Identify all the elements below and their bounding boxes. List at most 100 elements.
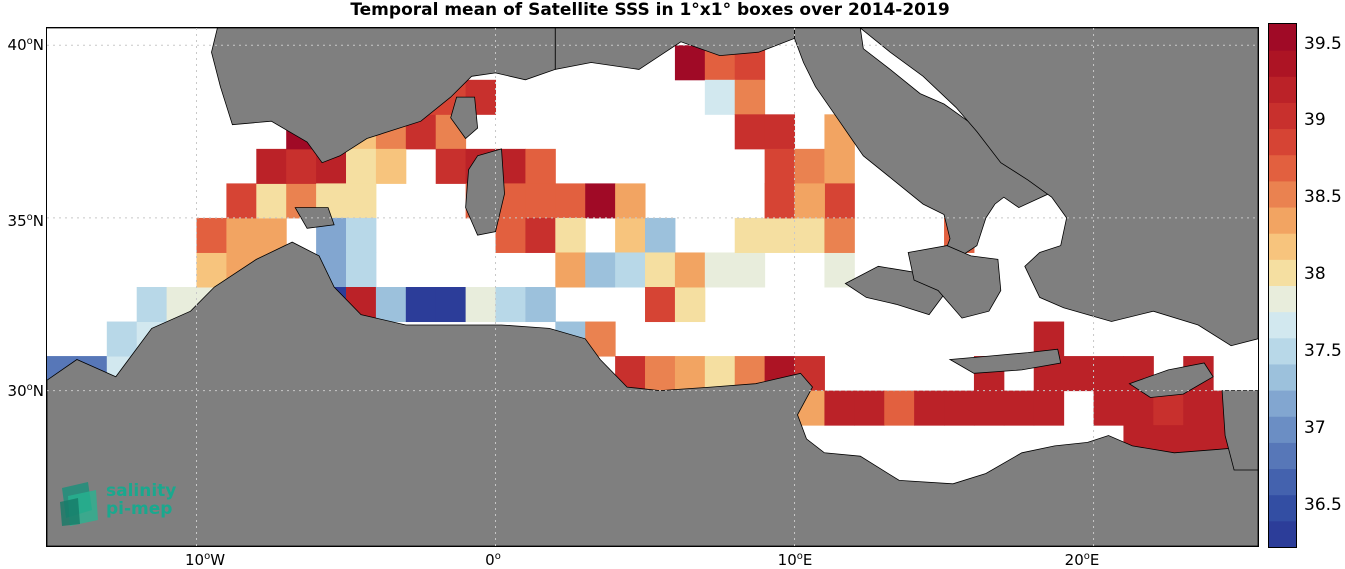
salinity-cell	[525, 217, 556, 253]
salinity-cell	[525, 287, 556, 323]
graticule	[47, 28, 1258, 546]
salinity-cell	[824, 390, 855, 426]
colorbar-label: 39	[1304, 110, 1326, 130]
x-tick-label: 10oE	[777, 551, 813, 569]
salinity-cell	[734, 217, 766, 253]
salinity-cell	[555, 217, 586, 253]
colorbar-label: 38	[1304, 264, 1326, 284]
colorbar-swatch	[1269, 494, 1296, 522]
salinity-cell	[1003, 390, 1035, 426]
colorbar-label: 38.5	[1304, 187, 1342, 207]
salinity-cell	[375, 287, 407, 323]
salinity-cell	[645, 217, 676, 253]
salinity-cell	[824, 148, 855, 184]
salinity-cell	[674, 356, 706, 392]
salinity-cell	[555, 183, 586, 219]
salinity-cell	[645, 252, 676, 288]
salinity-cell	[525, 148, 556, 184]
salinity-cell	[973, 390, 1005, 426]
y-tick-label: 30oN	[7, 382, 44, 400]
colorbar-swatch	[1269, 416, 1296, 443]
colorbar-swatch	[1269, 468, 1296, 496]
x-tick-label: 20oE	[1064, 551, 1100, 569]
colorbar-swatch	[1269, 128, 1296, 156]
land-polygon	[859, 28, 1258, 347]
colorbar-swatch	[1269, 24, 1296, 51]
salinity-cell	[674, 45, 706, 81]
colorbar-label: 37	[1304, 418, 1326, 438]
salinity-cell	[1093, 390, 1124, 426]
salinity-cell	[346, 217, 377, 253]
salinity-cell	[495, 217, 526, 253]
map-title: Temporal mean of Satellite SSS in 1°x1° …	[350, 0, 950, 20]
salinity-cell	[525, 183, 556, 219]
colorbar-swatch	[1269, 363, 1296, 391]
logo-line-1: salinity	[106, 481, 177, 501]
salinity-cell	[346, 252, 377, 288]
land-mass	[47, 28, 1258, 546]
salinity-cell	[645, 356, 676, 392]
salinity-cell	[704, 252, 736, 288]
colorbar-swatch	[1269, 233, 1296, 260]
salinity-cell	[615, 217, 646, 253]
salinity-cell	[1033, 390, 1065, 426]
salinity-cell	[256, 148, 287, 184]
salinity-cell	[794, 148, 825, 184]
salinity-cell	[226, 217, 257, 253]
colorbar-swatch	[1269, 154, 1296, 182]
salinity-cell	[884, 390, 915, 426]
salinity-cell	[824, 217, 855, 253]
colorbar	[1268, 23, 1297, 548]
colorbar-swatch	[1269, 520, 1296, 547]
colorbar-swatch	[1269, 311, 1296, 339]
salinity-cell	[196, 217, 227, 253]
land-polygon	[450, 96, 479, 140]
salinity-cell	[555, 252, 586, 288]
salinity-pi-mep-logo: salinity pi-mep	[58, 478, 198, 528]
colorbar-swatch	[1269, 50, 1296, 77]
salinity-cell	[824, 183, 855, 219]
map-canvas	[47, 28, 1258, 546]
salinity-cell	[794, 183, 825, 219]
salinity-cell	[435, 287, 467, 323]
map-frame	[46, 27, 1259, 547]
x-tick-label: 0o	[485, 551, 501, 569]
salinity-cell	[405, 287, 437, 323]
x-tick-label: 10oW	[184, 551, 226, 569]
salinity-cell	[226, 183, 257, 219]
land-polygon	[465, 148, 505, 236]
colorbar-label: 36.5	[1304, 495, 1342, 515]
colorbar-swatch	[1269, 207, 1296, 234]
colorbar-swatch	[1269, 76, 1296, 103]
salinity-cell	[734, 114, 766, 150]
salinity-cell	[764, 114, 796, 150]
salinity-cell	[1063, 356, 1095, 392]
salinity-cell	[734, 79, 766, 115]
salinity-cell	[615, 183, 646, 219]
salinity-cell	[1093, 356, 1124, 392]
salinity-cell	[674, 287, 706, 323]
land-polygon	[294, 207, 335, 229]
salinity-cell	[615, 252, 646, 288]
colorbar-swatch	[1269, 442, 1296, 470]
land-polygon	[1128, 362, 1214, 398]
colorbar-swatch	[1269, 285, 1296, 313]
salinity-cell	[764, 217, 796, 253]
colorbar-swatch	[1269, 102, 1296, 130]
colorbar-label: 39.5	[1304, 34, 1342, 54]
salinity-cell	[645, 287, 676, 323]
salinity-cell	[854, 390, 885, 426]
salinity-cell	[704, 79, 736, 115]
colorbar-swatch	[1269, 337, 1296, 365]
salinity-cell	[256, 183, 287, 219]
y-tick-label: 35oN	[7, 212, 44, 230]
salinity-cell	[435, 148, 467, 184]
y-tick-label: 40oN	[7, 36, 44, 54]
salinity-cell	[106, 321, 138, 357]
colorbar-swatch	[1269, 259, 1296, 286]
colorbar-label: 37.5	[1304, 341, 1342, 361]
logo-line-2: pi-mep	[106, 499, 173, 519]
land-polygon	[794, 28, 1050, 264]
salinity-cell	[286, 148, 317, 184]
salinity-cell	[764, 148, 796, 184]
